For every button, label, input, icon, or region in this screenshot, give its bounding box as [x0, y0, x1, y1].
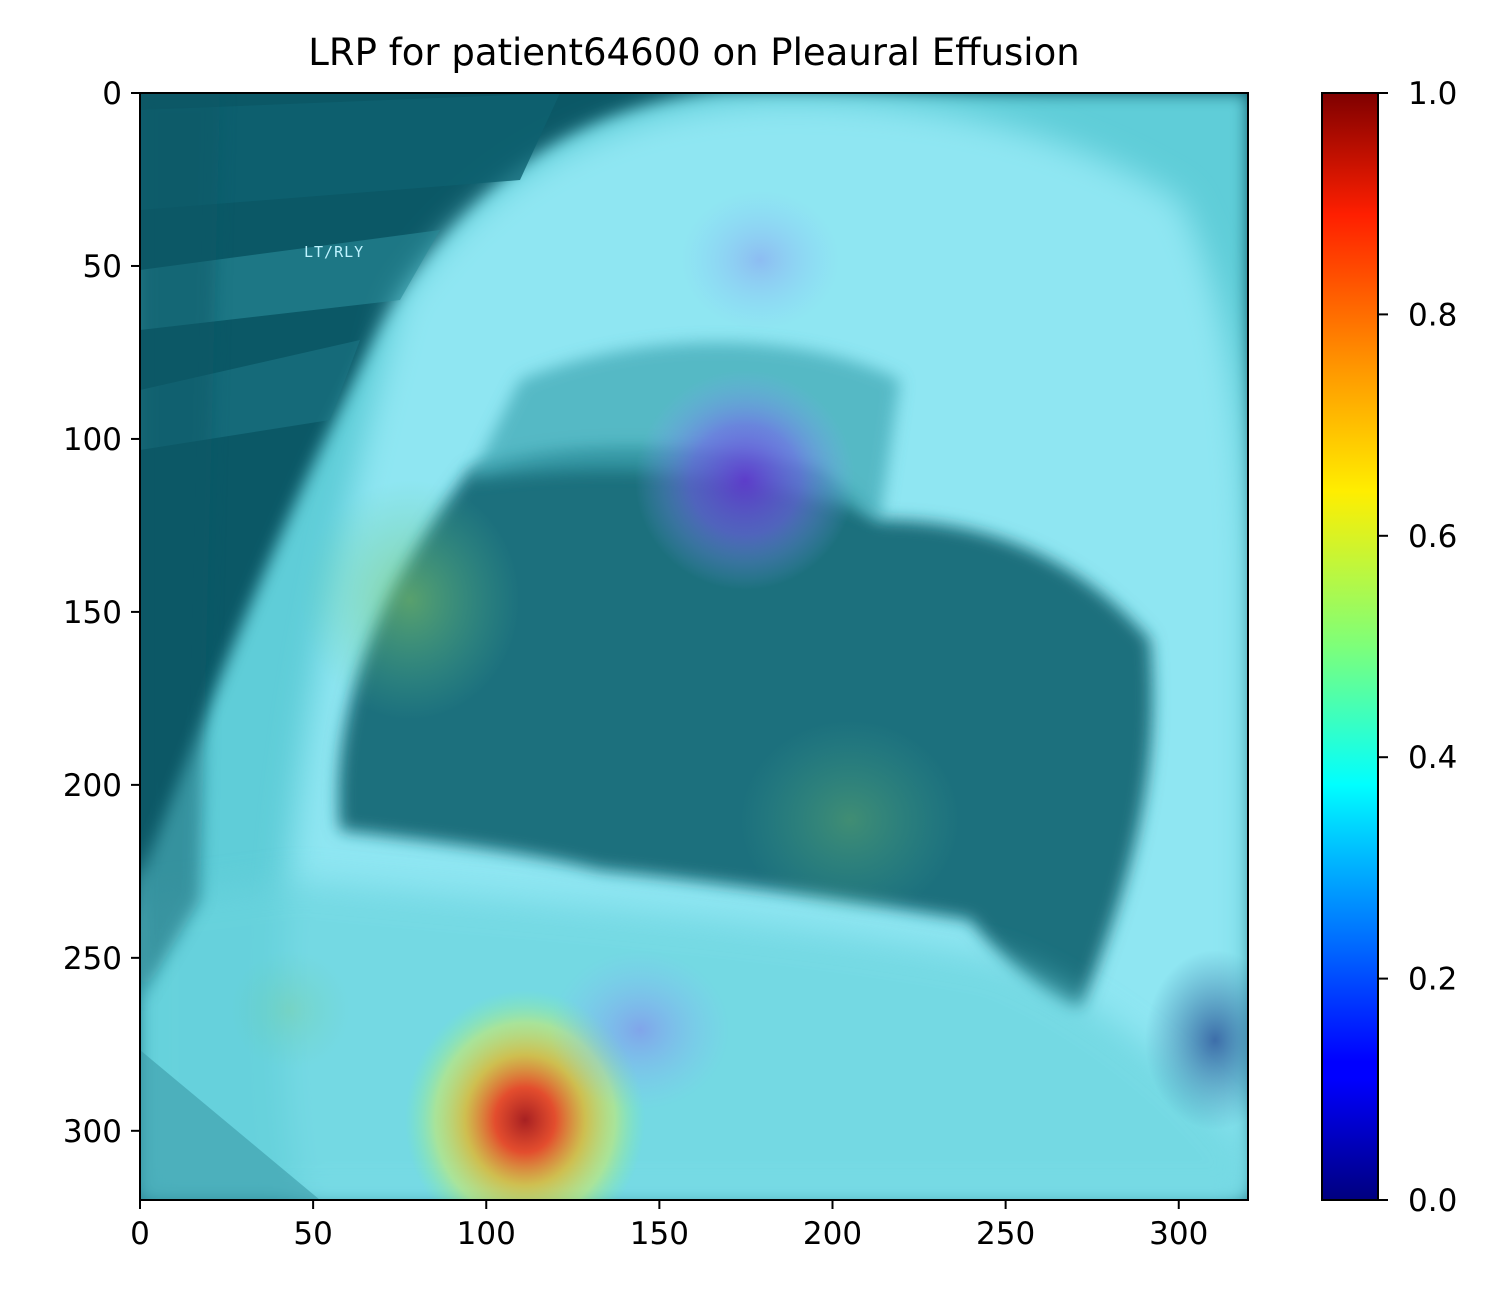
y-tick-label: 200 — [63, 768, 122, 804]
x-tick-label: 300 — [1149, 1216, 1208, 1252]
colorbar-tick-label: 0.4 — [1408, 740, 1457, 776]
xray-marker-text: LT/RLY — [304, 243, 364, 261]
x-tick-label: 0 — [130, 1216, 150, 1252]
y-tick-label: 250 — [63, 941, 122, 977]
chart-title: LRP for patient64600 on Pleaural Effusio… — [308, 31, 1079, 74]
x-axis: 0 50 100 150 200 250 300 — [130, 1200, 1208, 1252]
colorbar-tick-label: 1.0 — [1408, 76, 1457, 112]
y-axis: 0 50 100 150 200 250 300 — [63, 76, 140, 1150]
x-tick-label: 100 — [457, 1216, 516, 1252]
y-tick-label: 150 — [63, 595, 122, 631]
x-tick-label: 250 — [976, 1216, 1035, 1252]
plot-frame — [139, 92, 1249, 1201]
y-tick-label: 100 — [63, 422, 122, 458]
y-tick-label: 0 — [102, 76, 122, 112]
colorbar-tick-label: 0.6 — [1408, 519, 1457, 555]
y-tick-label: 300 — [63, 1114, 122, 1150]
y-tick-label: 50 — [83, 249, 122, 285]
x-tick-label: 150 — [630, 1216, 689, 1252]
xray-heatmap-image: LT/RLY — [140, 93, 1248, 1200]
colorbar-tick-label: 0.0 — [1408, 1183, 1457, 1219]
colorbar-tick-label: 0.2 — [1408, 962, 1457, 998]
colorbar — [1321, 92, 1379, 1201]
x-tick-label: 200 — [803, 1216, 862, 1252]
colorbar-tick-label: 0.8 — [1408, 297, 1457, 333]
x-tick-label: 50 — [293, 1216, 332, 1252]
colorbar-axis: 0.0 0.2 0.4 0.6 0.8 1.0 — [1378, 76, 1457, 1219]
